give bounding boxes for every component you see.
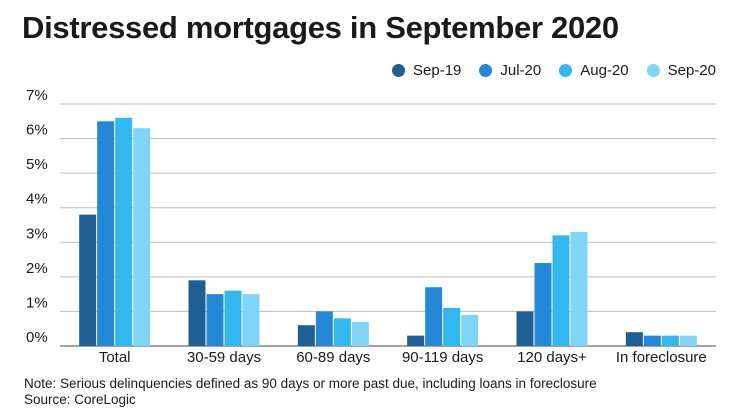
chart-footnote: Note: Serious delinquencies defined as 9…: [24, 376, 597, 408]
x-tick-label: 60-89 days: [296, 349, 370, 366]
x-tick-label: 90-119 days: [402, 349, 483, 366]
source-text: Source: CoreLogic: [24, 392, 136, 407]
legend-swatch: [646, 64, 660, 77]
bar: [206, 294, 224, 346]
x-tick-label: Total: [99, 349, 131, 366]
legend-item-sep-20: Sep-20: [646, 62, 716, 79]
bar: [643, 335, 661, 346]
legend-label: Aug-20: [580, 62, 629, 79]
y-tick-label: 6%: [26, 122, 48, 139]
x-tick-label: In foreclosure: [616, 349, 707, 366]
legend-item-aug-20: Aug-20: [559, 62, 629, 79]
bar: [188, 280, 206, 346]
bar: [534, 263, 552, 346]
bar: [333, 318, 351, 346]
y-tick-label: 2%: [26, 260, 48, 277]
legend-item-jul-20: Jul-20: [479, 62, 541, 79]
bar: [115, 117, 133, 346]
bar: [297, 325, 315, 346]
legend-label: Jul-20: [500, 62, 542, 79]
x-tick-label: 120 days+: [517, 349, 587, 366]
bar: [97, 121, 115, 347]
y-tick-label: 4%: [26, 191, 48, 208]
chart-legend: Sep-19 Jul-20 Aug-20 Sep-20: [392, 62, 716, 79]
y-tick-label: 3%: [26, 225, 48, 242]
legend-swatch: [559, 64, 573, 77]
bar: [661, 335, 679, 346]
bar: [133, 128, 151, 346]
bar: [79, 214, 97, 346]
bar: [443, 307, 461, 346]
y-tick-label: 1%: [26, 294, 48, 311]
bar: [242, 294, 260, 346]
bar: [224, 290, 242, 346]
bar: [407, 335, 425, 346]
bar: [570, 231, 588, 346]
bar: [679, 335, 697, 346]
y-tick-label: 5%: [26, 156, 48, 173]
legend-label: Sep-20: [667, 62, 716, 79]
y-tick-label: 7%: [26, 87, 48, 104]
legend-swatch: [479, 64, 493, 77]
bar: [516, 311, 534, 346]
bar: [351, 321, 369, 346]
bar: [552, 235, 570, 346]
y-tick-label: 0%: [26, 329, 48, 346]
note-text: Note: Serious delinquencies defined as 9…: [24, 376, 597, 391]
bar: [461, 314, 479, 346]
bar: [425, 287, 443, 346]
chart-title: Distressed mortgages in September 2020: [22, 10, 619, 45]
bar: [625, 332, 643, 346]
legend-item-sep-19: Sep-19: [392, 62, 461, 79]
legend-swatch: [392, 64, 406, 77]
bar: [315, 311, 333, 346]
x-tick-label: 30-59 days: [187, 349, 261, 366]
legend-label: Sep-19: [413, 62, 462, 79]
